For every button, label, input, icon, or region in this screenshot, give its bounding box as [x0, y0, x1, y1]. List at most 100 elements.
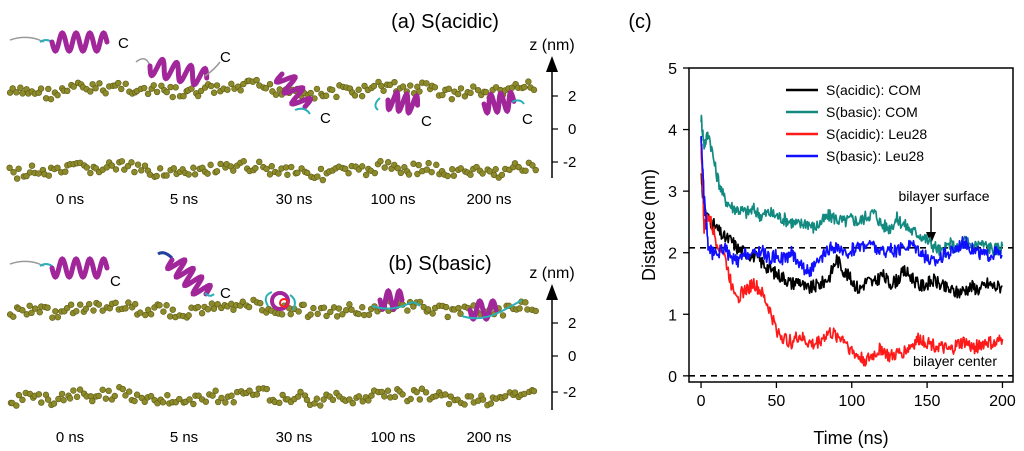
lipid-bead [50, 400, 58, 407]
x-tick-label: 50 [768, 393, 786, 410]
lipid-bead [391, 78, 398, 86]
lipid-bead [156, 165, 164, 172]
lipid-bead [158, 82, 165, 89]
lipid-bead [58, 390, 66, 398]
lipid-bead [73, 393, 81, 401]
lipid-bead [76, 386, 84, 393]
lipid-bead [384, 387, 392, 394]
y-tick-label: 5 [668, 61, 677, 78]
lipid-bead [13, 402, 20, 409]
coil-segment [461, 299, 523, 320]
lipid-bead [134, 161, 142, 168]
lipid-bead [9, 85, 16, 92]
lipid-bead [342, 165, 349, 173]
lipid-bead [176, 395, 183, 403]
lipid-bead [266, 80, 274, 88]
lipid-bead [26, 302, 33, 309]
lipid-bead [371, 169, 379, 177]
x-tick-label: 150 [914, 393, 941, 410]
lipid-bead [492, 166, 499, 173]
lipid-bead [89, 397, 96, 405]
lipid-bead [391, 393, 399, 401]
lipid-bead [102, 395, 110, 402]
lipid-bead [54, 313, 62, 321]
lipid-bead [15, 391, 23, 399]
panel-b-z-axis: z (nm) 2 0 -2 [529, 265, 576, 410]
lipid-bead [442, 391, 449, 398]
helix-ribbon [273, 71, 313, 110]
coil-segment [204, 292, 215, 297]
lipid-bead [239, 298, 246, 305]
lipid-bead [31, 305, 39, 312]
lipid-bead [185, 171, 192, 178]
plot-frame [688, 67, 1014, 383]
lipid-bead [422, 389, 430, 396]
lipid-bead [222, 399, 229, 406]
lipid-bead [131, 397, 138, 405]
lipid-bead [307, 89, 314, 97]
lipid-bead [450, 172, 458, 179]
lipid-bead [92, 85, 99, 92]
lipid-bead [407, 82, 414, 89]
z-tick-label: 0 [568, 121, 576, 138]
lipid-bead [368, 392, 375, 399]
time-label: 30 ns [276, 429, 313, 446]
peptide-helix [481, 89, 517, 116]
lipid-bead [470, 83, 477, 90]
lipid-bead [6, 164, 13, 172]
lipid-bead [313, 85, 321, 93]
lipid-bead [245, 303, 253, 311]
distance-chart: 0 50 100 150 200 0 1 2 3 4 5 Time (ns) Distance (nm)… [639, 61, 1016, 448]
lipid-bead [307, 311, 314, 318]
lipid-bead [380, 87, 387, 94]
z-tick-label: 0 [568, 348, 576, 365]
lipid-bead [490, 171, 498, 179]
lipid-bead [180, 92, 187, 100]
lipid-bead [140, 84, 148, 92]
x-tick-label: 0 [697, 393, 706, 410]
lipid-bead [394, 164, 401, 172]
lipid-bead [122, 305, 129, 312]
lipid-bead [335, 305, 343, 312]
lipid-bead [67, 301, 75, 308]
lipid-bead [10, 313, 17, 320]
lipid-bead [381, 164, 388, 171]
lipid-bead [90, 307, 97, 314]
lipid-bead [268, 162, 275, 170]
lipid-bead [118, 158, 126, 165]
lipid-bead [188, 85, 195, 92]
lipid-bead [275, 170, 282, 177]
lipid-bead [213, 168, 221, 175]
lipid-bead [345, 169, 352, 177]
lipid-bead [359, 304, 366, 311]
lipid-bead [38, 399, 45, 406]
coil-segment [294, 107, 311, 115]
lipid-bead [486, 168, 494, 175]
lipid-bead [384, 159, 392, 166]
lipid-bead [501, 393, 509, 400]
lipid-bead [295, 308, 302, 315]
helix-ribbon [385, 89, 421, 116]
lipid-bead [87, 88, 94, 95]
lipid-bead [99, 307, 106, 314]
lipid-bead [141, 398, 148, 406]
helix-ribbon [147, 56, 210, 88]
lipid-bead [431, 84, 439, 91]
series-line-s-acidic-leu28 [700, 137, 1004, 367]
c-terminus-label: C [320, 110, 331, 127]
coil-segment [39, 263, 53, 267]
lipid-bead [317, 165, 325, 173]
lipid-bead [405, 171, 413, 178]
time-label: 200 ns [466, 191, 511, 208]
lipid-bead [423, 80, 430, 87]
lipid-bead [346, 301, 353, 308]
c-terminus-label: C [118, 35, 129, 52]
coil-segment [371, 301, 421, 310]
coil-segment [9, 260, 45, 267]
lipid-bead [447, 393, 454, 400]
lipid-bead [362, 171, 370, 179]
lipid-bead [467, 89, 474, 97]
legend-label: S(basic): COM [826, 104, 918, 120]
lipid-bead [445, 400, 453, 408]
lipid-bead [467, 171, 474, 178]
